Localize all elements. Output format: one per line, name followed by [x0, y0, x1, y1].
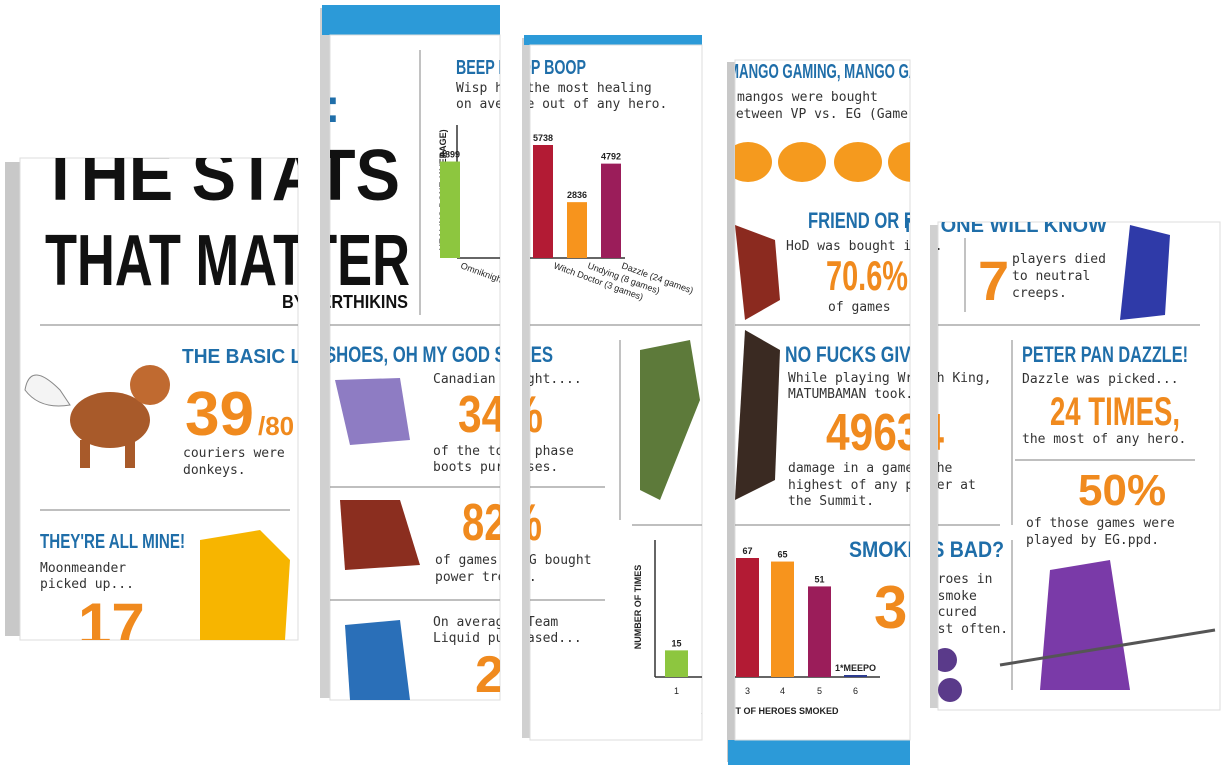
text: donkeys. — [183, 463, 246, 478]
text: highest of any player at — [788, 478, 976, 493]
stat: 39 — [185, 380, 254, 449]
stat: 24 TIMES, — [1050, 390, 1180, 434]
x-tick-label: 6 — [853, 686, 858, 696]
stat: 17 — [78, 591, 145, 658]
text: of games VP.G bought — [435, 553, 592, 568]
stat: 82% — [462, 494, 542, 552]
text: of those games were — [1026, 516, 1175, 531]
stat: 7 — [978, 249, 1009, 312]
axis-label: AMOUNT OF HEROES SMOKED — [701, 706, 839, 716]
text: between VP vs. EG (Game — [728, 107, 908, 122]
value-label: 67 — [742, 546, 752, 556]
text: players died — [1012, 252, 1106, 267]
bar — [601, 163, 621, 258]
heading: FRIEND OR FOE — [808, 208, 938, 233]
text: of the total phase — [433, 444, 574, 459]
heading: SMOKE IS BAD? — [849, 537, 1004, 562]
text: creeps. — [1012, 286, 1067, 301]
title: THAT MATTER — [45, 221, 410, 301]
text: of games — [828, 300, 891, 315]
dividers — [40, 50, 1200, 690]
text: mangos were bought — [737, 90, 878, 105]
x-tick-label: 5 — [817, 686, 822, 696]
heading: BEEP BOOP BOOP — [456, 57, 586, 79]
illustrations — [24, 225, 1216, 702]
value-label: 1*MEEPO — [835, 663, 876, 673]
stat: 49634 — [826, 404, 944, 462]
text: to neutral — [1012, 269, 1090, 284]
heading: THE BASIC LIFE — [182, 346, 332, 368]
text: damage in a game, the — [788, 461, 953, 476]
stat: /80 — [258, 411, 294, 441]
bar — [736, 558, 759, 677]
value-label: 65 — [777, 550, 787, 560]
text: Wisp had the most healing — [456, 81, 652, 96]
bar — [533, 145, 553, 258]
bar — [771, 561, 794, 677]
text: power treads. — [435, 570, 537, 585]
text: picked up... — [40, 577, 134, 592]
stat: 2. — [475, 646, 518, 704]
bar — [567, 202, 587, 258]
bar — [808, 586, 831, 677]
heading: PETER PAN DAZZLE! — [1022, 342, 1188, 367]
x-tick-label: 3 — [745, 686, 750, 696]
text: on average out of any hero. — [456, 97, 667, 112]
stat: 70.6% — [826, 252, 908, 299]
stat: 3 — [874, 574, 907, 641]
value-label: 4792 — [601, 152, 621, 162]
text: Liquid purchased... — [433, 631, 582, 646]
text: the most of any hero. — [1022, 432, 1186, 447]
value-label: 15 — [671, 638, 681, 648]
heading: SHOES, OH MY GOD SHOES — [325, 342, 553, 367]
x-tick-label: 4 — [780, 686, 785, 696]
title: THE STATS — [40, 136, 400, 216]
bar — [844, 675, 867, 677]
stat: 50% — [1078, 466, 1166, 515]
value-label: 2836 — [567, 190, 587, 200]
heading: MANGO GAMING, MANGO GAMING — [728, 61, 953, 83]
text: HoD was bought in... — [786, 239, 943, 254]
text: heroes in — [922, 572, 992, 587]
x-tick-label: 1 — [674, 686, 679, 696]
axis-label: NUMBER OF TIMES — [633, 565, 643, 650]
bar — [440, 161, 460, 258]
heading: NO FUCKS GIVEN — [785, 342, 935, 367]
text: boots. — [470, 701, 517, 716]
text: While playing Wraith King, — [788, 371, 992, 386]
text: most often. — [922, 622, 1008, 637]
value-label: 51 — [814, 574, 824, 584]
text: Moonmeander — [40, 561, 126, 576]
text: Dazzle was picked... — [1022, 372, 1179, 387]
text: played by EG.ppd. — [1026, 533, 1159, 548]
byline: BY BERTHIKINS — [282, 292, 408, 312]
text: On average, Team — [433, 615, 558, 630]
value-label: 5738 — [533, 133, 553, 143]
value-label: 4899 — [440, 150, 460, 160]
text: boots purchases. — [433, 460, 558, 475]
text: Canadian bought.... — [433, 372, 582, 387]
text: MATUMBAMAN took... — [788, 387, 929, 402]
text: couriers were — [183, 446, 285, 461]
bar — [665, 650, 688, 677]
text: the Summit. — [788, 494, 874, 509]
heading: THEY'RE ALL MINE! — [40, 531, 185, 553]
